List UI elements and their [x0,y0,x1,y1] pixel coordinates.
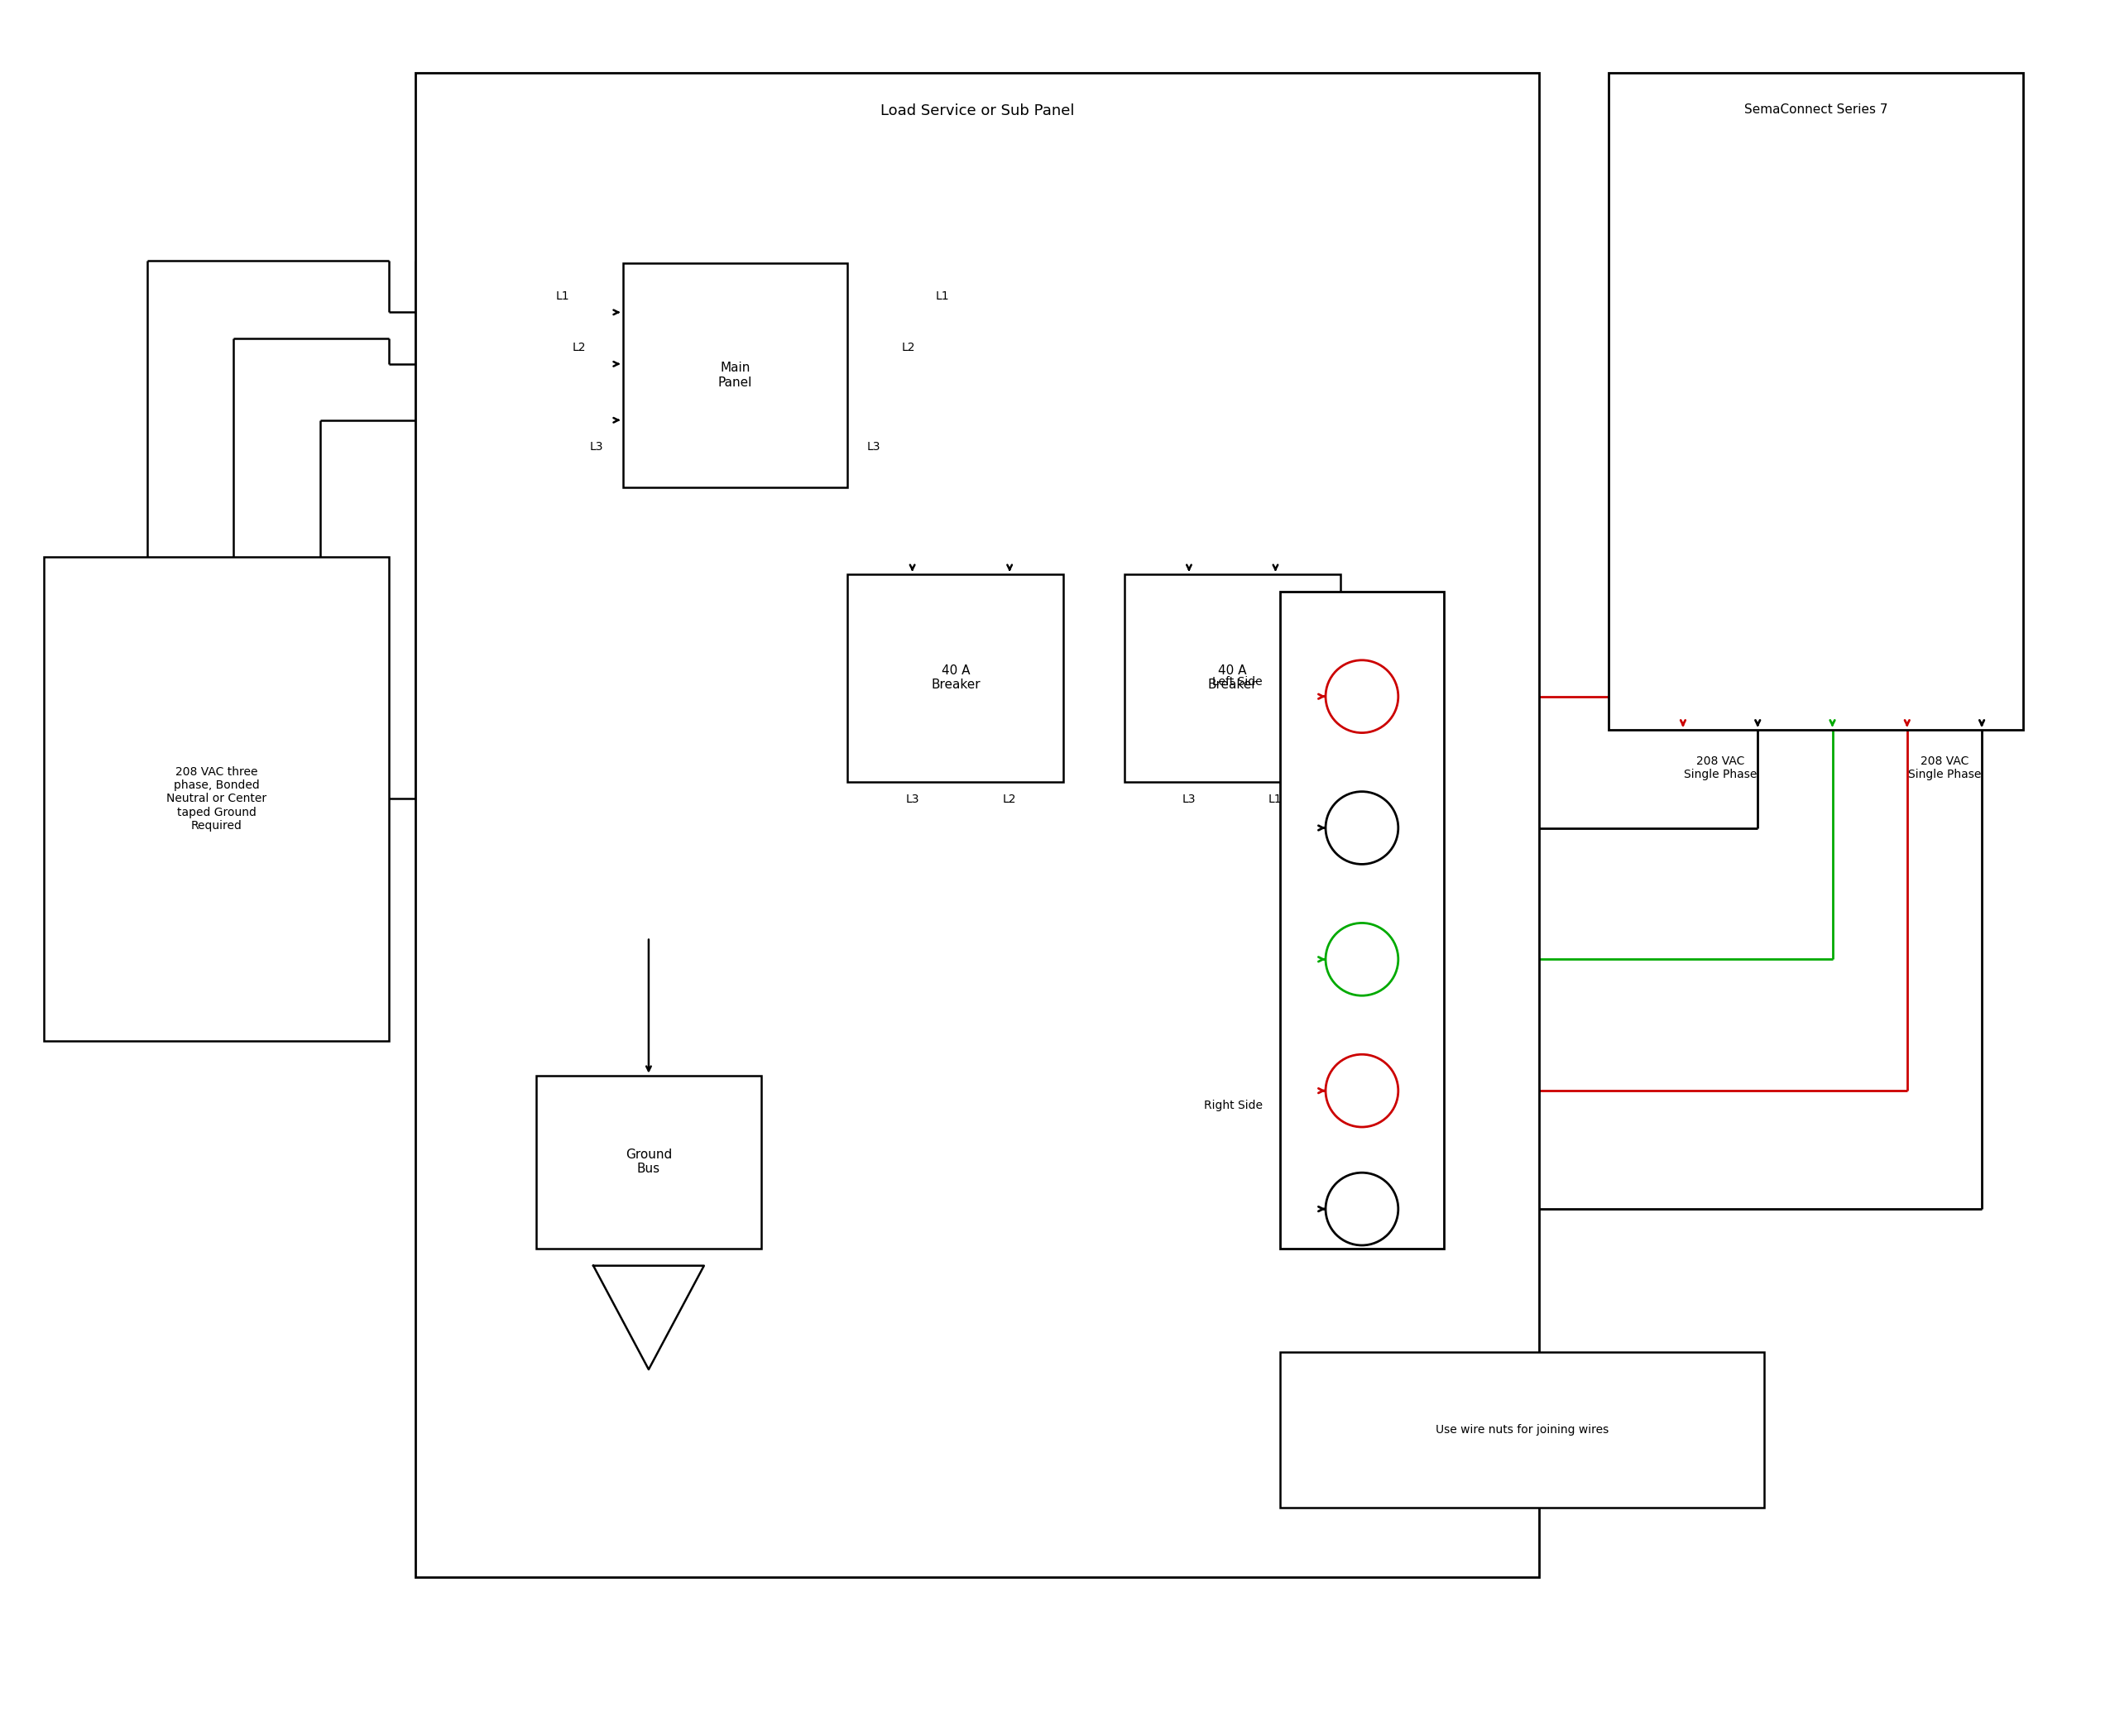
Text: 208 VAC
Single Phase: 208 VAC Single Phase [1907,755,1981,781]
Circle shape [1325,1174,1399,1245]
Text: L2: L2 [1002,793,1017,806]
Text: L3: L3 [905,793,920,806]
Circle shape [1325,1054,1399,1127]
Text: 40 A
Breaker: 40 A Breaker [1207,665,1258,691]
Circle shape [1325,792,1399,865]
Bar [44,557,390,1042]
Text: L1: L1 [1268,793,1283,806]
Text: L3: L3 [1182,793,1196,806]
Bar [1125,575,1340,781]
Text: Right Side: Right Side [1203,1099,1262,1111]
Text: L1: L1 [935,290,949,302]
Text: Use wire nuts for joining wires: Use wire nuts for joining wires [1435,1424,1608,1436]
Text: Left Side: Left Side [1213,677,1262,687]
Text: 208 VAC three
phase, Bonded
Neutral or Center
taped Ground
Required: 208 VAC three phase, Bonded Neutral or C… [167,766,266,832]
Bar [1281,1352,1764,1509]
Text: Ground
Bus: Ground Bus [625,1149,671,1175]
Text: SemaConnect Series 7: SemaConnect Series 7 [1745,104,1888,116]
Text: L2: L2 [901,342,916,354]
Bar [1608,73,2023,729]
Text: L3: L3 [867,441,880,453]
Text: 40 A
Breaker: 40 A Breaker [931,665,981,691]
Text: 208 VAC
Single Phase: 208 VAC Single Phase [1684,755,1758,781]
Bar [622,262,848,488]
Circle shape [1325,924,1399,996]
Bar [536,1076,762,1248]
Text: L2: L2 [572,342,587,354]
Text: Load Service or Sub Panel: Load Service or Sub Panel [880,104,1074,118]
Text: Main
Panel: Main Panel [717,361,753,389]
Bar [848,575,1063,781]
Text: L1: L1 [555,290,570,302]
Text: L3: L3 [591,441,603,453]
Bar [1281,592,1443,1248]
Circle shape [1325,660,1399,733]
Bar [416,73,1538,1576]
